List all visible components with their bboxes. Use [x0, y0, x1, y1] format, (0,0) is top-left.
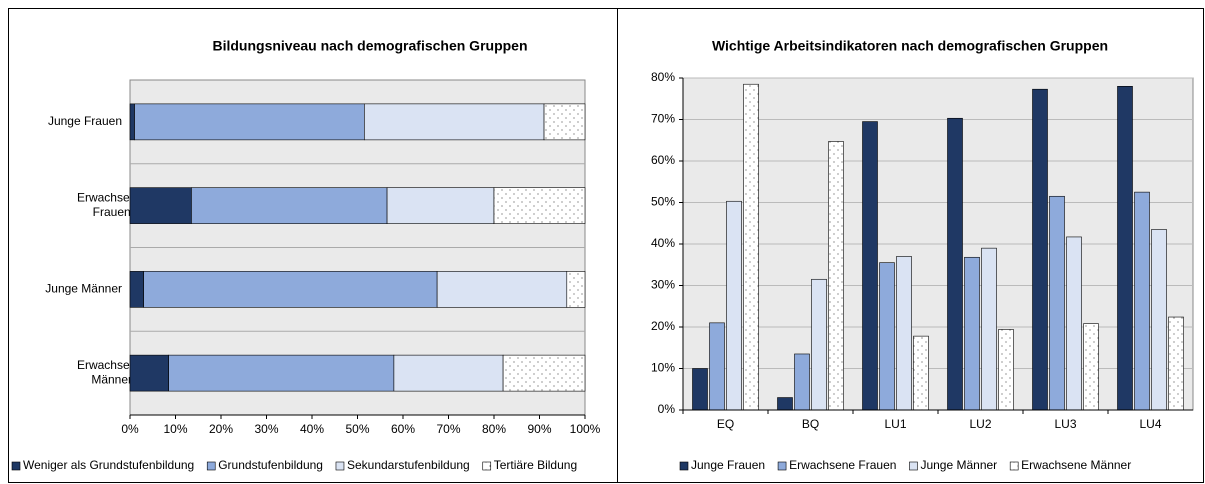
bar — [913, 335, 929, 411]
legend-label: Junge Frauen — [691, 458, 765, 472]
legend-label: Junge Männer — [920, 458, 997, 472]
x-tick-label: 30% — [254, 422, 278, 436]
y-tick-label: 0% — [658, 402, 676, 416]
y-tick-label: 70% — [651, 112, 675, 126]
legend-swatch — [11, 461, 21, 471]
legend-label: Erwachsene Frauen — [789, 458, 896, 472]
legend-label: Weniger als Grundstufenbildung — [23, 458, 194, 472]
bar — [964, 256, 980, 411]
legend-swatch — [909, 461, 918, 471]
chart-title: Bildungsniveau nach demografischen Grupp… — [212, 38, 527, 54]
bar-segment — [393, 354, 504, 392]
y-tick-label: 10% — [651, 361, 675, 375]
bar-segment — [129, 354, 169, 392]
y-tick-label: Junge Frauen — [48, 114, 122, 128]
bar — [879, 262, 895, 411]
y-tick-label: 50% — [651, 195, 675, 209]
x-tick-label: 50% — [345, 422, 369, 436]
legend-swatch — [679, 461, 689, 471]
bar — [1117, 86, 1133, 411]
chart-title: Wichtige Arbeitsindikatoren nach demogra… — [712, 38, 1108, 54]
legend-swatch — [1009, 461, 1019, 471]
x-tick-label: 10% — [163, 422, 187, 436]
bar-segment — [436, 271, 568, 308]
bar — [862, 121, 878, 411]
y-tick-label: 80% — [651, 70, 675, 84]
x-tick-label: 70% — [436, 422, 460, 436]
bar — [777, 397, 793, 411]
bar — [1134, 191, 1150, 411]
legend-label: Sekundarstufenbildung — [347, 458, 470, 472]
x-tick-label: 100% — [570, 422, 601, 436]
x-tick-label: LU2 — [969, 417, 991, 431]
bar-segment — [386, 187, 495, 224]
bar — [1151, 229, 1167, 411]
y-tick-label: 40% — [651, 236, 675, 250]
bar-segment — [129, 187, 192, 224]
bar-segment — [134, 103, 365, 141]
bar — [947, 117, 963, 411]
bar-segment — [143, 271, 438, 308]
bar — [1066, 236, 1082, 411]
bar — [743, 83, 759, 411]
bar — [709, 322, 725, 411]
legend-swatch — [777, 461, 787, 471]
bar-segment — [129, 271, 144, 308]
y-tick-label: 20% — [651, 319, 675, 333]
x-tick-label: EQ — [717, 417, 734, 431]
bar-segment — [168, 354, 395, 392]
legend-swatch — [335, 461, 345, 471]
legend-swatch — [482, 461, 492, 471]
bar-segment — [502, 354, 586, 392]
x-tick-label: BQ — [802, 417, 819, 431]
bar-segment — [566, 271, 586, 308]
x-tick-label: 0% — [121, 422, 139, 436]
x-tick-label: LU3 — [1054, 417, 1076, 431]
bar — [828, 141, 844, 411]
x-tick-label: 60% — [391, 422, 415, 436]
legend-label: Erwachsene Männer — [1021, 458, 1131, 472]
bar — [794, 353, 810, 411]
bar — [998, 329, 1014, 411]
bar — [811, 278, 827, 411]
y-tick-label: Junge Männer — [45, 282, 122, 296]
legend-label: Grundstufenbildung — [218, 458, 323, 472]
x-tick-label: LU1 — [884, 417, 906, 431]
bar-segment — [364, 103, 545, 141]
bar — [726, 200, 742, 411]
bar-segment — [129, 103, 135, 141]
y-tick-label: 30% — [651, 278, 675, 292]
bar-segment — [493, 187, 586, 224]
x-tick-label: 40% — [300, 422, 324, 436]
x-tick-label: LU4 — [1139, 417, 1161, 431]
y-tick-label: Erwachsene Frauen — [77, 191, 143, 219]
bar-segment — [543, 103, 586, 141]
bar — [896, 256, 912, 411]
bar — [692, 368, 708, 411]
x-tick-label: 20% — [209, 422, 233, 436]
legend-swatch — [206, 461, 216, 471]
x-tick-label: 80% — [482, 422, 506, 436]
bar-segment — [191, 187, 388, 224]
bar — [1032, 88, 1048, 411]
y-tick-label: 60% — [651, 153, 675, 167]
bar — [1049, 195, 1065, 411]
legend-label: Tertiäre Bildung — [494, 458, 577, 472]
y-tick-label: Erwachsene Männer — [77, 358, 143, 386]
bar — [981, 247, 997, 411]
bar — [1083, 323, 1099, 411]
x-tick-label: 90% — [527, 422, 551, 436]
bar — [1168, 316, 1184, 411]
